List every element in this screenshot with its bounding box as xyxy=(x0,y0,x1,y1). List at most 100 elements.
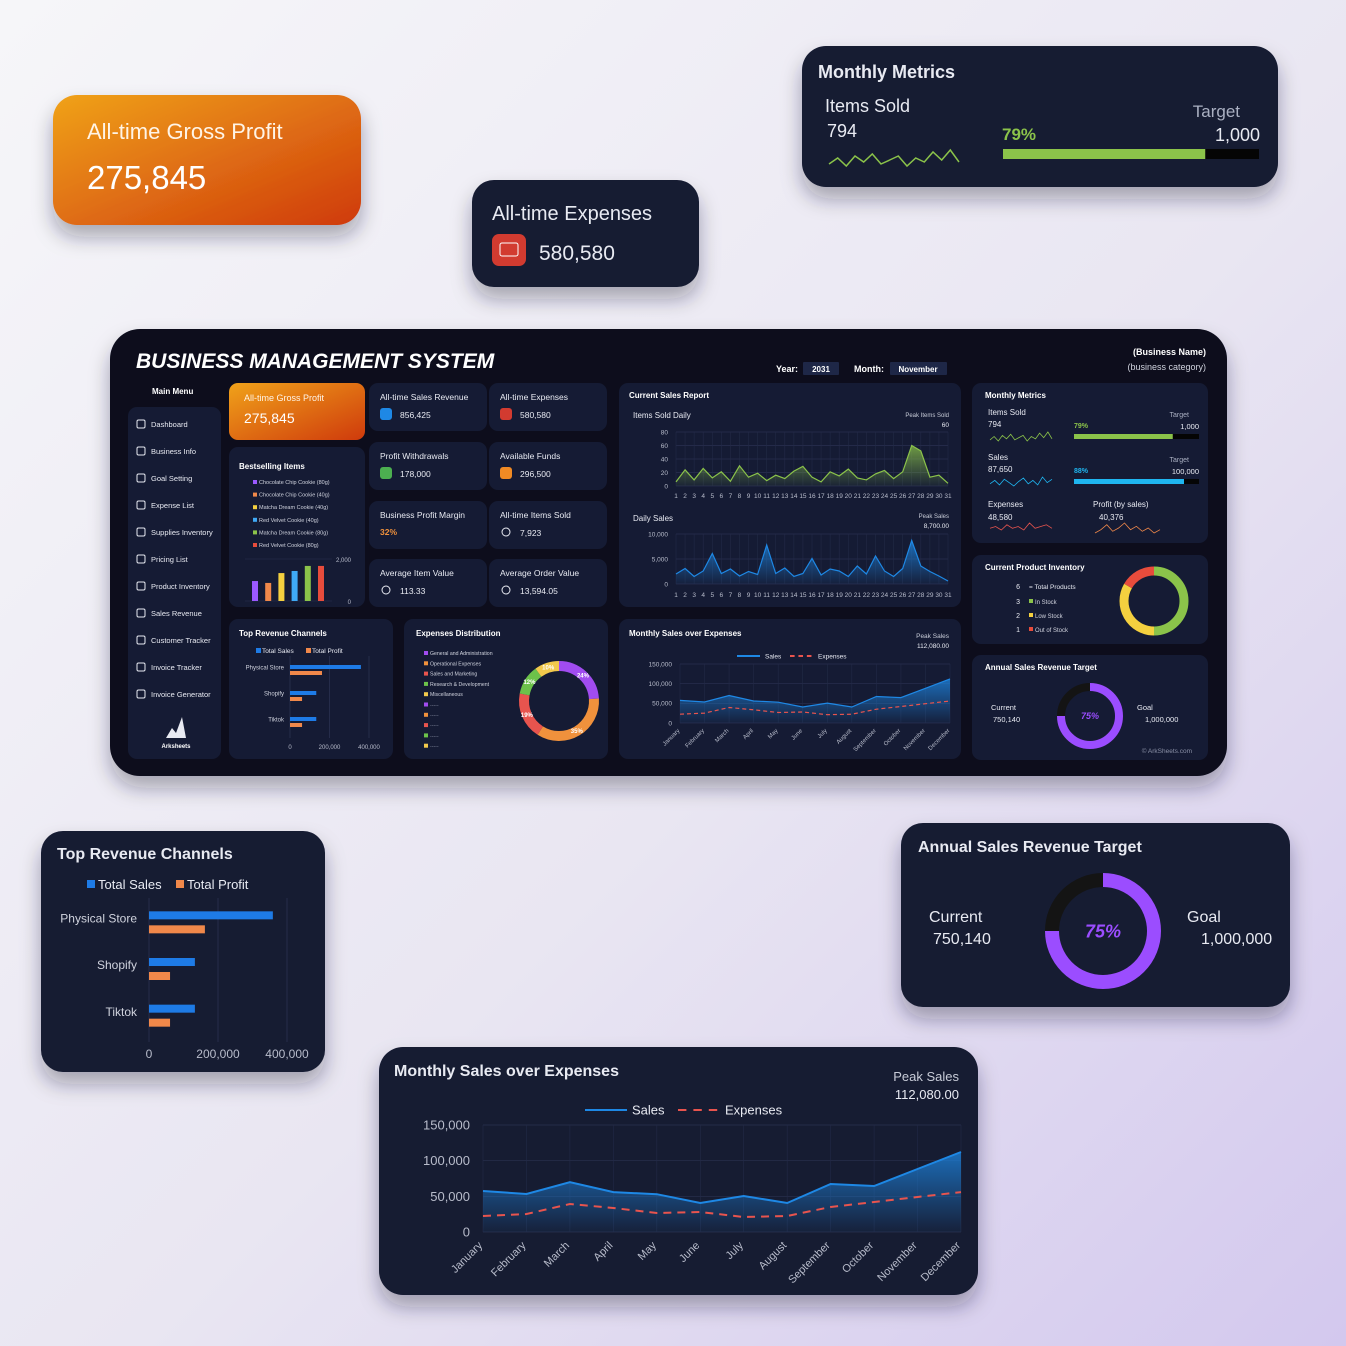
bar xyxy=(149,925,205,934)
donut-segment xyxy=(1153,566,1189,636)
percent-label: 88% xyxy=(1074,468,1089,475)
y-tick-label: 10,000 xyxy=(648,531,668,538)
label: Expenses xyxy=(988,500,1023,509)
kpi-tile xyxy=(489,559,607,607)
donut-segment xyxy=(519,668,542,696)
x-tick-label: 30 xyxy=(935,592,943,599)
label: All-time Gross Profit xyxy=(244,393,325,403)
kpi-value: 7,923 xyxy=(520,528,542,538)
menu-item[interactable]: Supplies Inventory xyxy=(151,528,213,537)
donut-segment xyxy=(1119,583,1155,636)
bar xyxy=(149,911,273,920)
legend-swatch xyxy=(424,671,428,676)
x-tick-label: 400,000 xyxy=(265,1047,309,1061)
legend-swatch xyxy=(253,492,257,497)
bar xyxy=(278,573,285,601)
area xyxy=(676,445,948,486)
label: Target xyxy=(1170,457,1190,464)
menu-icon xyxy=(136,527,146,537)
category-label: Tiktok xyxy=(105,1005,138,1019)
label: Target xyxy=(1193,102,1241,121)
x-tick-label: 23 xyxy=(872,493,880,500)
legend-label: Matcha Dream Cookie (40g) xyxy=(259,505,328,511)
x-tick-label: 5 xyxy=(710,592,714,599)
dashboard-title: BUSINESS MANAGEMENT SYSTEM xyxy=(136,350,495,373)
kpi-icon xyxy=(501,527,511,537)
legend-label: Sales xyxy=(632,1103,665,1118)
card-title: Annual Sales Revenue Target xyxy=(918,839,1142,856)
data-label: 19% xyxy=(521,713,534,719)
metric-value: 794 xyxy=(827,121,857,141)
legend-swatch xyxy=(1029,627,1033,631)
kpi-value: 113.33 xyxy=(400,586,426,596)
total-value: 6 xyxy=(1016,584,1020,591)
x-tick-label: 23 xyxy=(872,592,880,599)
legend-swatch xyxy=(176,880,184,888)
card-title: Top Revenue Channels xyxy=(57,846,233,863)
x-tick-label: 3 xyxy=(692,592,696,599)
goal-value: 1,000,000 xyxy=(1201,931,1272,948)
label: Peak Items Sold xyxy=(905,413,949,419)
progress-bar xyxy=(1003,149,1206,159)
menu-item[interactable]: Pricing List xyxy=(151,555,189,564)
data-label: 24% xyxy=(577,673,590,679)
kpi-title: Average Order Value xyxy=(500,568,579,578)
y-tick-label: 50,000 xyxy=(652,701,672,708)
label: Target xyxy=(1170,412,1190,419)
target-value: 1,000 xyxy=(1215,125,1260,145)
kpi-value: 32% xyxy=(380,527,397,537)
y-tick-label: 0 xyxy=(463,1225,470,1240)
category-label: Physical Store xyxy=(246,666,285,672)
y-tick-label: 40 xyxy=(661,456,669,463)
x-tick-label: 200,000 xyxy=(319,745,341,751)
x-tick-label: 11 xyxy=(763,592,770,599)
progress-arc xyxy=(1057,683,1123,749)
x-tick-label: 18 xyxy=(827,493,835,500)
x-tick-label: 3 xyxy=(692,493,696,500)
menu-item[interactable]: Business Info xyxy=(151,447,196,456)
x-tick-label: 24 xyxy=(881,592,889,599)
legend-swatch xyxy=(87,880,95,888)
x-tick-label: 4 xyxy=(701,592,705,599)
menu-item[interactable]: Invoice Generator xyxy=(151,690,211,699)
gross-profit-tile xyxy=(229,383,365,440)
x-tick-label: 1 xyxy=(674,493,678,500)
x-tick-label: 6 xyxy=(720,592,724,599)
percent-label: 79% xyxy=(1074,423,1089,430)
menu-item[interactable]: Sales Revenue xyxy=(151,609,202,618)
legend-label: In Stock xyxy=(1035,600,1058,606)
metric-value: 40,376 xyxy=(1099,513,1124,522)
area xyxy=(676,540,948,584)
legend-swatch xyxy=(256,648,261,653)
x-tick-label: 19 xyxy=(836,493,844,500)
x-tick-label: 11 xyxy=(763,493,770,500)
label: Current xyxy=(991,703,1017,712)
label: Month: xyxy=(854,364,884,374)
kpi-tile xyxy=(489,442,607,490)
x-tick-label: 30 xyxy=(935,493,943,500)
menu-item[interactable]: Invoice Tracker xyxy=(151,663,202,672)
x-tick-label: 15 xyxy=(799,592,807,599)
copyright: © ArkSheets.com xyxy=(1142,747,1192,755)
x-tick-label: 15 xyxy=(799,493,807,500)
label: Peak Sales xyxy=(919,514,949,520)
bar xyxy=(291,570,298,601)
menu-item[interactable]: Dashboard xyxy=(151,420,188,429)
year-select[interactable] xyxy=(803,362,839,375)
bar xyxy=(265,582,272,601)
menu-item[interactable]: Customer Tracker xyxy=(151,636,211,645)
progress-arc xyxy=(1045,873,1161,989)
target-value: 100,000 xyxy=(1172,467,1199,476)
progress-bar xyxy=(1074,434,1173,439)
bestselling-panel xyxy=(229,447,365,607)
menu-item[interactable]: Product Inventory xyxy=(151,582,210,591)
label: Goal xyxy=(1137,703,1153,712)
donut-segment xyxy=(537,698,599,741)
legend-swatch xyxy=(424,692,428,697)
menu-item[interactable]: Expense List xyxy=(151,501,195,510)
month-select[interactable] xyxy=(890,362,947,375)
monthly-metrics-panel xyxy=(972,383,1208,543)
x-tick-label: 16 xyxy=(808,493,816,500)
menu-item[interactable]: Goal Setting xyxy=(151,474,192,483)
data-label: 35% xyxy=(571,729,584,735)
